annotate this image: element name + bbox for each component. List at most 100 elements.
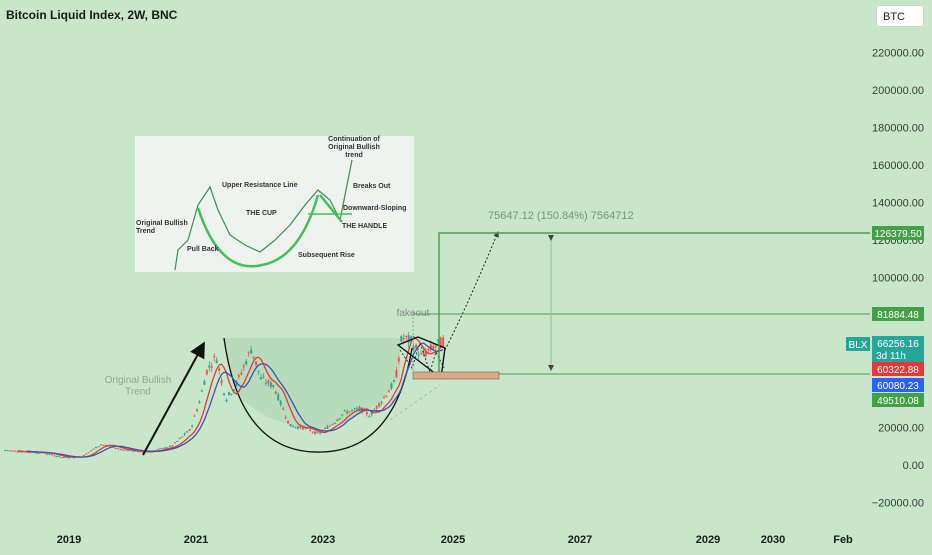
- candle-body: [370, 411, 373, 415]
- candle-body: [292, 425, 294, 428]
- candle-body: [294, 426, 297, 428]
- candle-body: [235, 381, 238, 386]
- y-tick-label: −20000.00: [872, 498, 924, 510]
- candle-body: [309, 429, 312, 432]
- candle-body: [247, 352, 250, 354]
- candle-body: [119, 449, 122, 451]
- candle-body: [368, 416, 371, 418]
- candle-body: [16, 451, 19, 453]
- candle-body: [154, 450, 157, 452]
- inset-handle-line: [319, 194, 343, 223]
- candle-body: [429, 344, 432, 351]
- candle-body: [255, 361, 258, 366]
- candle-body: [289, 423, 292, 427]
- candle-body: [358, 407, 361, 410]
- candle-body: [324, 428, 326, 430]
- price-label-bg: [872, 307, 924, 321]
- candle-body: [161, 447, 164, 449]
- current-price-bg: [872, 336, 924, 362]
- candle-body: [232, 389, 235, 391]
- candle-body: [328, 425, 331, 427]
- candle-body: [272, 385, 275, 388]
- candle-body: [237, 375, 240, 377]
- candle-body: [424, 351, 427, 356]
- candle-body: [417, 354, 420, 357]
- target-line: [438, 232, 870, 372]
- inset-resistance-label: Upper Resistance Line: [222, 182, 298, 189]
- candle-body: [333, 422, 336, 424]
- candle-body: [383, 397, 386, 399]
- candle-body: [316, 432, 319, 434]
- candle-body: [213, 356, 216, 358]
- candle-body: [321, 430, 324, 432]
- candle-body: [319, 432, 322, 434]
- x-tick-label: 2023: [311, 534, 335, 546]
- candle-body: [365, 411, 368, 415]
- candle-body: [262, 376, 265, 378]
- candle-body: [178, 438, 181, 440]
- candle-body: [360, 407, 363, 413]
- candle-body: [284, 416, 287, 418]
- original-trend-label: Original Bullish Trend: [105, 375, 172, 398]
- candle-body: [279, 400, 282, 405]
- candle-body: [141, 451, 144, 453]
- countdown-label: 3d 11h: [876, 351, 906, 362]
- x-tick-label: 2029: [696, 534, 720, 546]
- candle-body: [380, 401, 383, 403]
- symbol-tag-label: BLX: [849, 340, 868, 351]
- candle-body: [245, 360, 248, 365]
- candle-body: [385, 395, 388, 397]
- candle-body: [85, 453, 88, 455]
- candle-body: [122, 449, 125, 451]
- candle-body: [8, 450, 11, 452]
- projection-arrow: [444, 231, 499, 351]
- candle-body: [139, 451, 142, 453]
- candle-body: [442, 337, 445, 347]
- candle-body: [434, 345, 437, 347]
- candle-body: [114, 448, 117, 450]
- candle-body: [353, 408, 356, 410]
- y-tick-label: 200000.00: [872, 85, 924, 97]
- candle-body: [314, 431, 317, 435]
- candle-body: [156, 449, 159, 451]
- candle-body: [124, 449, 127, 451]
- candle-body: [348, 411, 351, 413]
- projection-label: 75647.12 (150.84%) 7564712: [488, 210, 634, 222]
- price-label: 49510.08: [877, 396, 919, 407]
- candle-body: [432, 345, 435, 350]
- candle-body: [95, 446, 98, 449]
- x-tick-label: Feb: [833, 534, 853, 546]
- candle-body: [388, 391, 390, 393]
- inset-pullback-label: Pull Back: [187, 246, 219, 253]
- candle-body: [277, 394, 280, 401]
- candle-body: [55, 456, 58, 458]
- symbol-input[interactable]: BTC: [876, 5, 924, 27]
- candle-body: [257, 370, 260, 372]
- candle-body: [230, 393, 233, 395]
- candle-body: [240, 372, 243, 375]
- candle-body: [422, 350, 425, 355]
- candle-body: [38, 452, 41, 454]
- candle-body: [301, 427, 304, 430]
- candle-body: [176, 440, 179, 442]
- candle-body: [48, 453, 51, 455]
- candle-body: [186, 431, 189, 433]
- inset-cup-label: THE CUP: [246, 210, 277, 217]
- candle-body: [82, 454, 85, 456]
- chart-title: Bitcoin Liquid Index, 2W, BNC: [6, 8, 178, 22]
- candle-body: [208, 365, 211, 368]
- candle-body: [205, 369, 208, 375]
- candle-body: [4, 449, 6, 451]
- symbol-tag: [846, 337, 870, 351]
- inset-original-label: Original Bullish Trend: [136, 220, 188, 235]
- candle-body: [331, 424, 334, 426]
- candle-body: [164, 447, 166, 449]
- candle-body: [296, 426, 299, 429]
- candle-body: [390, 383, 393, 389]
- candle-body: [375, 405, 378, 409]
- candle-body: [200, 390, 203, 392]
- y-tick-label: 220000.00: [872, 48, 924, 60]
- candle-body: [267, 380, 270, 384]
